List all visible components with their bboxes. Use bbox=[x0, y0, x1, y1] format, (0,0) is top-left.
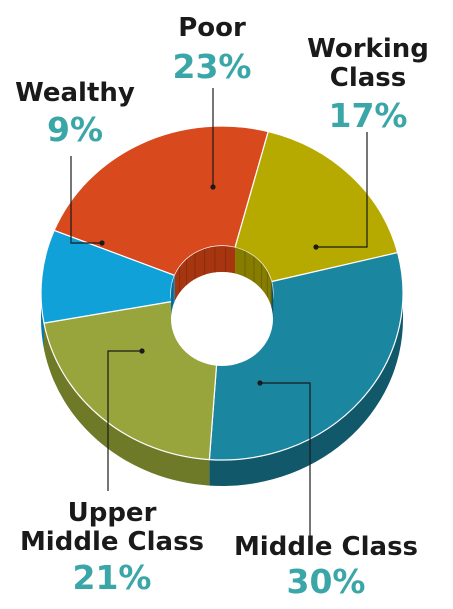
category-label-working-class: Working bbox=[307, 34, 429, 64]
leader-dot-working-class bbox=[313, 244, 319, 250]
hole-wall-wealthy bbox=[171, 275, 175, 319]
leader-dot-upper-middle-class bbox=[139, 348, 145, 354]
hole-wall-middle-class bbox=[271, 281, 273, 319]
leader-line-upper-middle-class bbox=[107, 350, 142, 491]
slice-side-upper-middle-class bbox=[43, 323, 210, 486]
slice-side-wealthy bbox=[41, 293, 44, 350]
category-label-upper-middle-class: Upper bbox=[68, 498, 157, 528]
leader-line-middle-class bbox=[260, 382, 311, 547]
value-label-middle-class: 30% bbox=[287, 562, 366, 601]
category-label-wealthy: Wealthy bbox=[15, 78, 135, 108]
value-label-poor: 23% bbox=[173, 47, 252, 86]
value-label-wealthy: 9% bbox=[47, 110, 103, 149]
leader-dot-wealthy bbox=[99, 240, 105, 246]
leader-line-working-class bbox=[316, 132, 368, 248]
category-label-working-class: Class bbox=[330, 63, 407, 93]
leader-dot-poor bbox=[210, 184, 216, 190]
slice-side-middle-class bbox=[209, 293, 403, 486]
leader-dot-middle-class bbox=[257, 380, 263, 386]
donut-hole bbox=[171, 272, 273, 366]
hole-wall-working-class bbox=[235, 247, 272, 308]
category-label-poor: Poor bbox=[178, 13, 246, 43]
value-label-working-class: 17% bbox=[329, 96, 408, 135]
category-label-middle-class: Middle Class bbox=[234, 532, 418, 562]
hole-wall-poor bbox=[174, 246, 236, 302]
category-label-upper-middle-class: Middle Class bbox=[20, 527, 204, 557]
value-label-upper-middle-class: 21% bbox=[73, 558, 152, 597]
leader-line-wealthy bbox=[70, 156, 102, 244]
